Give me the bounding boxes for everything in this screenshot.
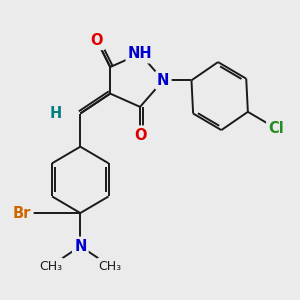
Text: CH₃: CH₃	[99, 260, 122, 273]
Text: NH: NH	[128, 46, 152, 61]
Text: CH₃: CH₃	[39, 260, 62, 273]
Text: O: O	[91, 33, 103, 48]
Text: Cl: Cl	[268, 121, 284, 136]
Text: Br: Br	[13, 206, 32, 220]
Text: N: N	[157, 73, 170, 88]
Text: N: N	[74, 239, 86, 254]
Text: H: H	[49, 106, 62, 121]
Text: O: O	[134, 128, 146, 142]
